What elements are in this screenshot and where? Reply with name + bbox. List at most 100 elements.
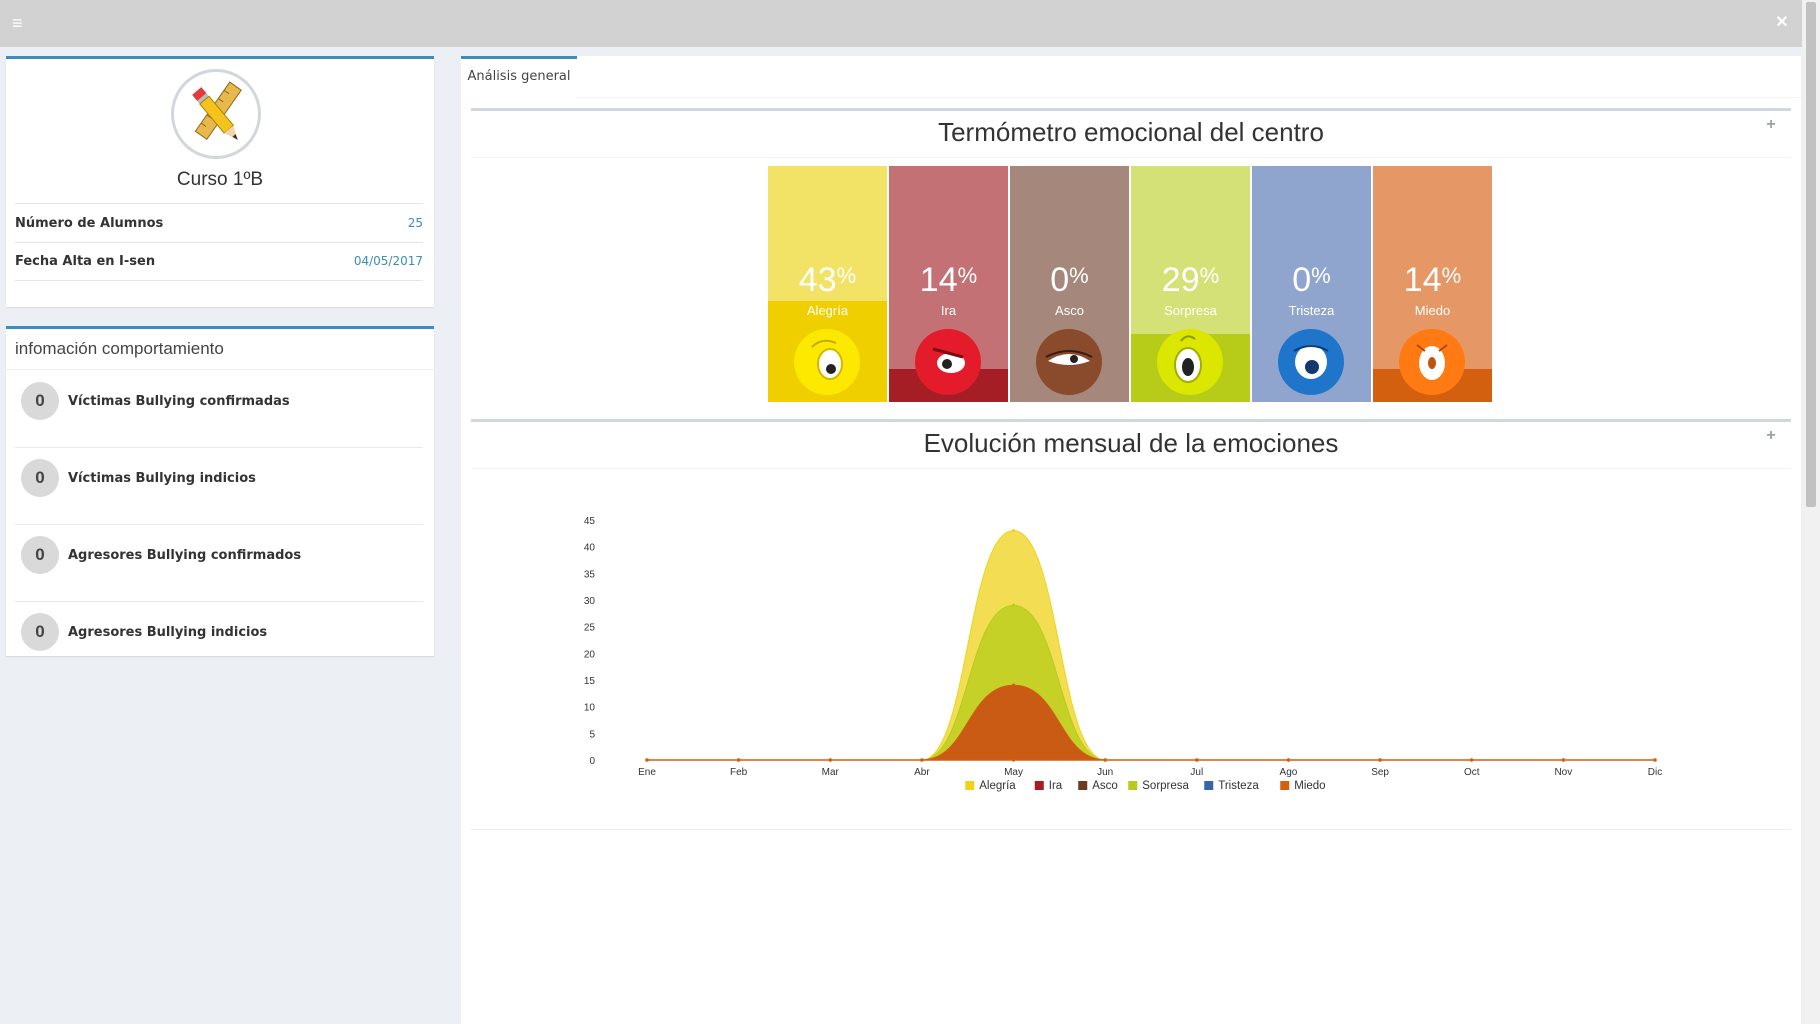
emotion-name: Ira xyxy=(940,303,957,318)
list-item-label: Agresores Bullying indicios xyxy=(68,625,268,640)
y-tick-label: 20 xyxy=(584,649,596,660)
x-tick-label: Feb xyxy=(730,767,748,778)
percent-unit: % xyxy=(836,263,857,288)
emotion-percentage-value: 43 xyxy=(798,261,837,299)
scrollbar[interactable] xyxy=(1802,0,1820,1024)
x-tick-label: May xyxy=(1004,767,1023,778)
legend-label: Sorpresa xyxy=(1142,780,1189,792)
emotion-percentage-value: 14 xyxy=(919,261,958,299)
percent-unit: % xyxy=(1199,263,1220,288)
list-item: 0 Agresores Bullying indicios xyxy=(15,602,423,678)
emotion-face-icon xyxy=(794,329,860,395)
top-bar: ≡ ✕ xyxy=(0,0,1802,47)
percent-unit: % xyxy=(1069,263,1089,288)
emotion-percentage: 0% xyxy=(1252,262,1371,298)
emotion-card-2: 0% Asco xyxy=(1010,166,1129,402)
data-point xyxy=(1011,758,1016,762)
data-point xyxy=(1470,758,1474,762)
x-tick-label: Sep xyxy=(1371,767,1389,778)
emotion-card-3: 29% Sorpresa xyxy=(1131,166,1250,402)
percent-unit: % xyxy=(1311,263,1331,288)
list-item: 0 Víctimas Bullying confirmadas xyxy=(15,371,423,448)
x-tick-label: Abr xyxy=(914,767,930,778)
info-value: 25 xyxy=(407,216,423,230)
info-label: Número de Alumnos xyxy=(15,216,164,231)
data-point xyxy=(920,758,924,762)
expand-icon[interactable]: + xyxy=(1766,427,1776,444)
emotion-percentage-value: 0 xyxy=(1050,261,1070,299)
behavior-box: infomación comportamiento 0 Víctimas Bul… xyxy=(6,326,434,656)
close-icon[interactable]: ✕ xyxy=(1775,14,1789,31)
list-item-label: Agresores Bullying confirmados xyxy=(68,548,302,563)
list-item-label: Víctimas Bullying indicios xyxy=(68,471,256,486)
list-item: 0 Víctimas Bullying indicios xyxy=(15,448,423,525)
menu-icon[interactable]: ≡ xyxy=(12,13,23,33)
emotion-card-4: 0% Tristeza xyxy=(1252,166,1371,402)
data-point xyxy=(1011,603,1016,607)
y-tick-label: 45 xyxy=(584,516,596,527)
emotion-name: Asco xyxy=(1055,303,1084,318)
emotion-card-5: 14% Miedo xyxy=(1373,166,1492,402)
y-tick-label: 10 xyxy=(584,703,596,714)
percent-unit: % xyxy=(1441,263,1462,288)
emotion-face-icon xyxy=(915,329,981,395)
x-tick-label: Jul xyxy=(1190,767,1203,778)
y-tick-label: 0 xyxy=(589,756,595,767)
emotion-card-0: 43% Alegría xyxy=(768,166,887,402)
series-area-sorpresa xyxy=(647,604,1655,761)
data-point xyxy=(1378,758,1382,762)
y-tick-label: 15 xyxy=(584,676,596,687)
emotion-percentage: 14% xyxy=(889,262,1008,298)
x-tick-label: Oct xyxy=(1464,767,1480,778)
legend-swatch xyxy=(1204,781,1214,790)
emotion-percentage-value: 14 xyxy=(1403,261,1442,299)
emotion-face-icon xyxy=(1399,329,1465,395)
series-area-ira xyxy=(647,684,1655,761)
pencil-ruler-icon xyxy=(192,81,242,141)
emotion-percentage: 0% xyxy=(1010,262,1129,298)
tab-analisis-general[interactable]: Análisis general xyxy=(461,56,577,98)
info-row-registration-date: Fecha Alta en I-sen 04/05/2017 xyxy=(15,242,423,281)
legend-label: Alegría xyxy=(979,780,1016,792)
legend-swatch xyxy=(1034,781,1044,790)
legend-label: Tristeza xyxy=(1218,780,1259,792)
emotion-name: Miedo xyxy=(1414,303,1451,318)
legend-label: Ira xyxy=(1049,780,1063,792)
emotion-percentage-value: 29 xyxy=(1161,261,1200,299)
count-badge: 0 xyxy=(21,459,59,497)
legend-label: Miedo xyxy=(1294,780,1325,792)
scrollbar-thumb[interactable] xyxy=(1806,2,1816,507)
emotion-name: Alegría xyxy=(806,303,849,318)
data-point xyxy=(1103,758,1107,762)
data-point xyxy=(1561,758,1565,762)
info-row-students: Número de Alumnos 25 xyxy=(15,203,423,243)
count-badge: 0 xyxy=(21,613,59,651)
list-item-label: Víctimas Bullying confirmadas xyxy=(68,394,290,409)
divider xyxy=(471,157,1791,158)
divider xyxy=(6,369,434,370)
y-tick-label: 30 xyxy=(584,596,596,607)
series-area-miedo xyxy=(647,684,1655,761)
data-point xyxy=(1653,758,1657,762)
data-point xyxy=(1286,758,1291,762)
emotion-face-icon xyxy=(1157,329,1223,395)
legend-swatch xyxy=(1128,781,1138,790)
emotion-percentage: 14% xyxy=(1373,262,1492,298)
emotion-percentage: 29% xyxy=(1131,262,1250,298)
legend-swatch xyxy=(965,781,975,790)
x-tick-label: Ene xyxy=(638,767,656,778)
emotion-percentage-value: 0 xyxy=(1292,261,1312,299)
emotion-face-icon xyxy=(1036,329,1102,395)
avatar xyxy=(171,69,261,159)
emotion-card-1: 14% Ira xyxy=(889,166,1008,402)
y-tick-label: 40 xyxy=(584,543,596,554)
data-point xyxy=(1011,683,1016,687)
expand-icon[interactable]: + xyxy=(1766,116,1776,133)
course-name: Curso 1ºB xyxy=(176,169,264,190)
data-point xyxy=(737,758,741,762)
percent-unit: % xyxy=(957,263,978,288)
y-tick-label: 25 xyxy=(584,623,596,634)
legend-label: Asco xyxy=(1092,780,1118,792)
data-point xyxy=(828,758,832,762)
emotion-name: Sorpresa xyxy=(1164,303,1217,318)
